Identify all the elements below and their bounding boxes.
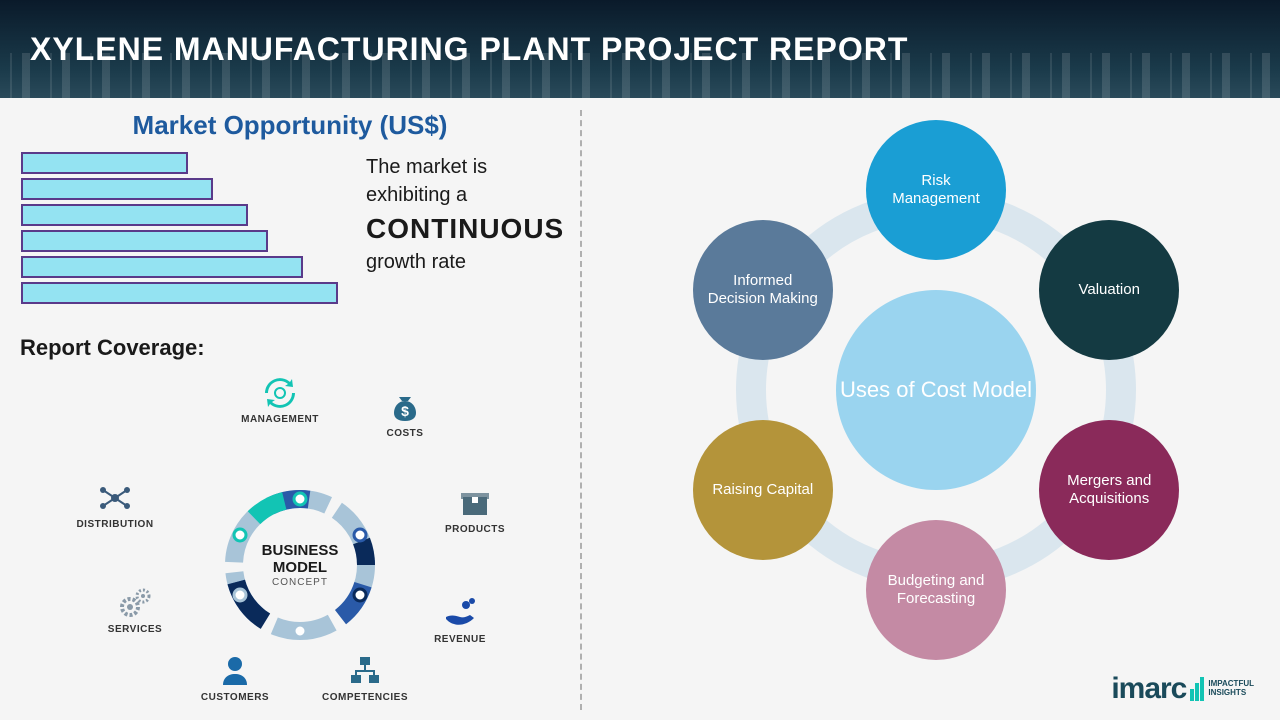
page-title: XYLENE MANUFACTURING PLANT PROJECT REPOR… — [30, 31, 908, 68]
growth-line2: growth rate — [366, 248, 564, 276]
growth-bar — [22, 231, 267, 251]
coverage-item-products: PRODUCTS — [420, 485, 530, 535]
network-icon — [97, 480, 133, 516]
growth-bar — [22, 205, 247, 225]
left-panel: Market Opportunity (US$) The market is e… — [20, 110, 580, 710]
content-area: Market Opportunity (US$) The market is e… — [0, 98, 1280, 720]
business-model-diagram: BUSINESS MODEL CONCEPT MANAGEMENT $ COSTS P… — [20, 355, 560, 695]
growth-bar — [22, 179, 212, 199]
cost-petal-risk-management: Risk Management — [866, 120, 1006, 260]
cycle-bulb-icon — [262, 375, 298, 411]
header-banner: XYLENE MANUFACTURING PLANT PROJECT REPOR… — [0, 0, 1280, 98]
cost-petal-mergers-and-acquisitions: Mergers and Acquisitions — [1039, 420, 1179, 560]
logo-text: imarc — [1111, 672, 1186, 706]
hand-coins-icon — [442, 595, 478, 631]
growth-bar — [22, 153, 187, 173]
coverage-label: CUSTOMERS — [201, 692, 269, 703]
growth-bar — [22, 257, 302, 277]
market-opportunity-title: Market Opportunity (US$) — [20, 110, 560, 141]
coverage-item-competencies: COMPETENCIES — [310, 653, 420, 703]
market-row: The market is exhibiting a CONTINUOUS gr… — [20, 149, 560, 317]
coverage-item-revenue: REVENUE — [405, 595, 515, 645]
svg-text:$: $ — [401, 403, 409, 419]
logo-bars-icon — [1190, 675, 1204, 703]
growth-big-word: CONTINUOUS — [366, 209, 564, 248]
growth-line1: The market is exhibiting a — [366, 153, 564, 209]
money-bag-icon: $ — [387, 389, 423, 425]
cost-petal-budgeting-and-forecasting: Budgeting and Forecasting — [866, 520, 1006, 660]
coverage-item-distribution: DISTRIBUTION — [60, 480, 170, 530]
coverage-label: SERVICES — [108, 624, 162, 635]
right-panel: Uses of Cost Model Risk ManagementValuat… — [580, 110, 1260, 710]
coverage-item-management: MANAGEMENT — [225, 375, 335, 425]
coverage-label: MANAGEMENT — [241, 414, 319, 425]
org-chart-icon — [347, 653, 383, 689]
person-icon — [217, 653, 253, 689]
growth-text: The market is exhibiting a CONTINUOUS gr… — [366, 149, 564, 276]
hub-label: Uses of Cost Model — [840, 376, 1032, 405]
brand-logo: imarc IMPACTFUL INSIGHTS — [1111, 672, 1254, 706]
biz-main: BUSINESS MODEL — [260, 542, 340, 577]
cost-model-hub: Uses of Cost Model — [836, 290, 1036, 490]
coverage-label: REVENUE — [434, 634, 486, 645]
logo-tagline: IMPACTFUL INSIGHTS — [1208, 680, 1254, 698]
coverage-label: DISTRIBUTION — [76, 519, 153, 530]
coverage-label: PRODUCTS — [445, 524, 505, 535]
coverage-label: COMPETENCIES — [322, 692, 408, 703]
biz-sub: CONCEPT — [260, 577, 340, 589]
box-icon — [457, 485, 493, 521]
gears-icon — [117, 585, 153, 621]
coverage-item-customers: CUSTOMERS — [180, 653, 290, 703]
cost-petal-valuation: Valuation — [1039, 220, 1179, 360]
business-model-label: BUSINESS MODEL CONCEPT — [260, 542, 340, 588]
business-model-center: BUSINESS MODEL CONCEPT — [220, 485, 380, 645]
logo-tag2: INSIGHTS — [1208, 689, 1254, 698]
coverage-label: COSTS — [387, 428, 424, 439]
coverage-item-services: SERVICES — [80, 585, 190, 635]
coverage-item-costs: $ COSTS — [350, 389, 460, 439]
growth-bar — [22, 283, 337, 303]
cost-model-wheel: Uses of Cost Model Risk ManagementValuat… — [656, 110, 1216, 670]
cost-petal-informed-decision-making: Informed Decision Making — [693, 220, 833, 360]
growth-bar-chart — [20, 149, 350, 317]
cost-petal-raising-capital: Raising Capital — [693, 420, 833, 560]
